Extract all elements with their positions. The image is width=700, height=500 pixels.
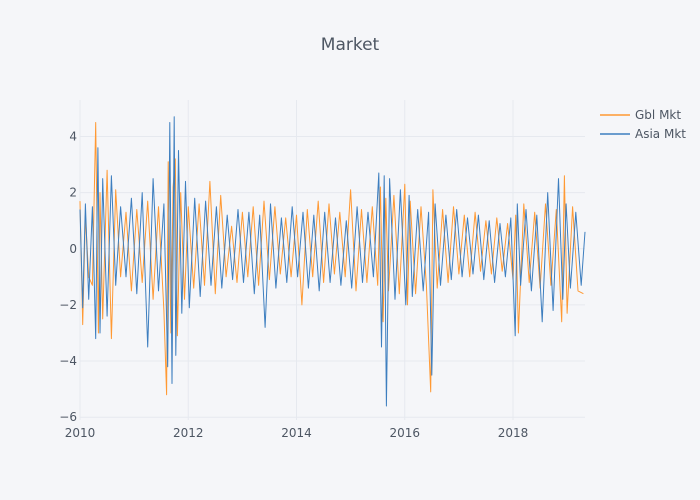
legend-label: Gbl Mkt xyxy=(635,108,681,122)
x-tick-label: 2014 xyxy=(281,426,312,440)
series-line-gbl-mkt xyxy=(79,122,584,396)
y-tick-label: 4 xyxy=(69,129,77,143)
y-axis: 4 2 0 −2 −4 −6 xyxy=(59,129,77,424)
plot-lines xyxy=(79,116,586,407)
legend-item[interactable]: Asia Mkt xyxy=(600,127,686,141)
series-line-asia-mkt xyxy=(79,116,586,407)
x-tick-label: 2010 xyxy=(65,426,96,440)
y-tick-label: −2 xyxy=(59,298,77,312)
legend[interactable]: Gbl Mkt Asia Mkt xyxy=(600,108,686,141)
x-axis: 2010 2012 2014 2016 2018 xyxy=(65,426,529,440)
x-tick-label: 2012 xyxy=(173,426,204,440)
x-tick-label: 2016 xyxy=(389,426,420,440)
y-tick-label: 2 xyxy=(69,186,77,200)
legend-item[interactable]: Gbl Mkt xyxy=(600,108,681,122)
x-tick-label: 2018 xyxy=(498,426,529,440)
chart-title: Market xyxy=(321,35,380,55)
y-tick-label: −4 xyxy=(59,354,77,368)
legend-label: Asia Mkt xyxy=(635,127,686,141)
y-tick-label: 0 xyxy=(69,242,77,256)
y-tick-label: −6 xyxy=(59,410,77,424)
